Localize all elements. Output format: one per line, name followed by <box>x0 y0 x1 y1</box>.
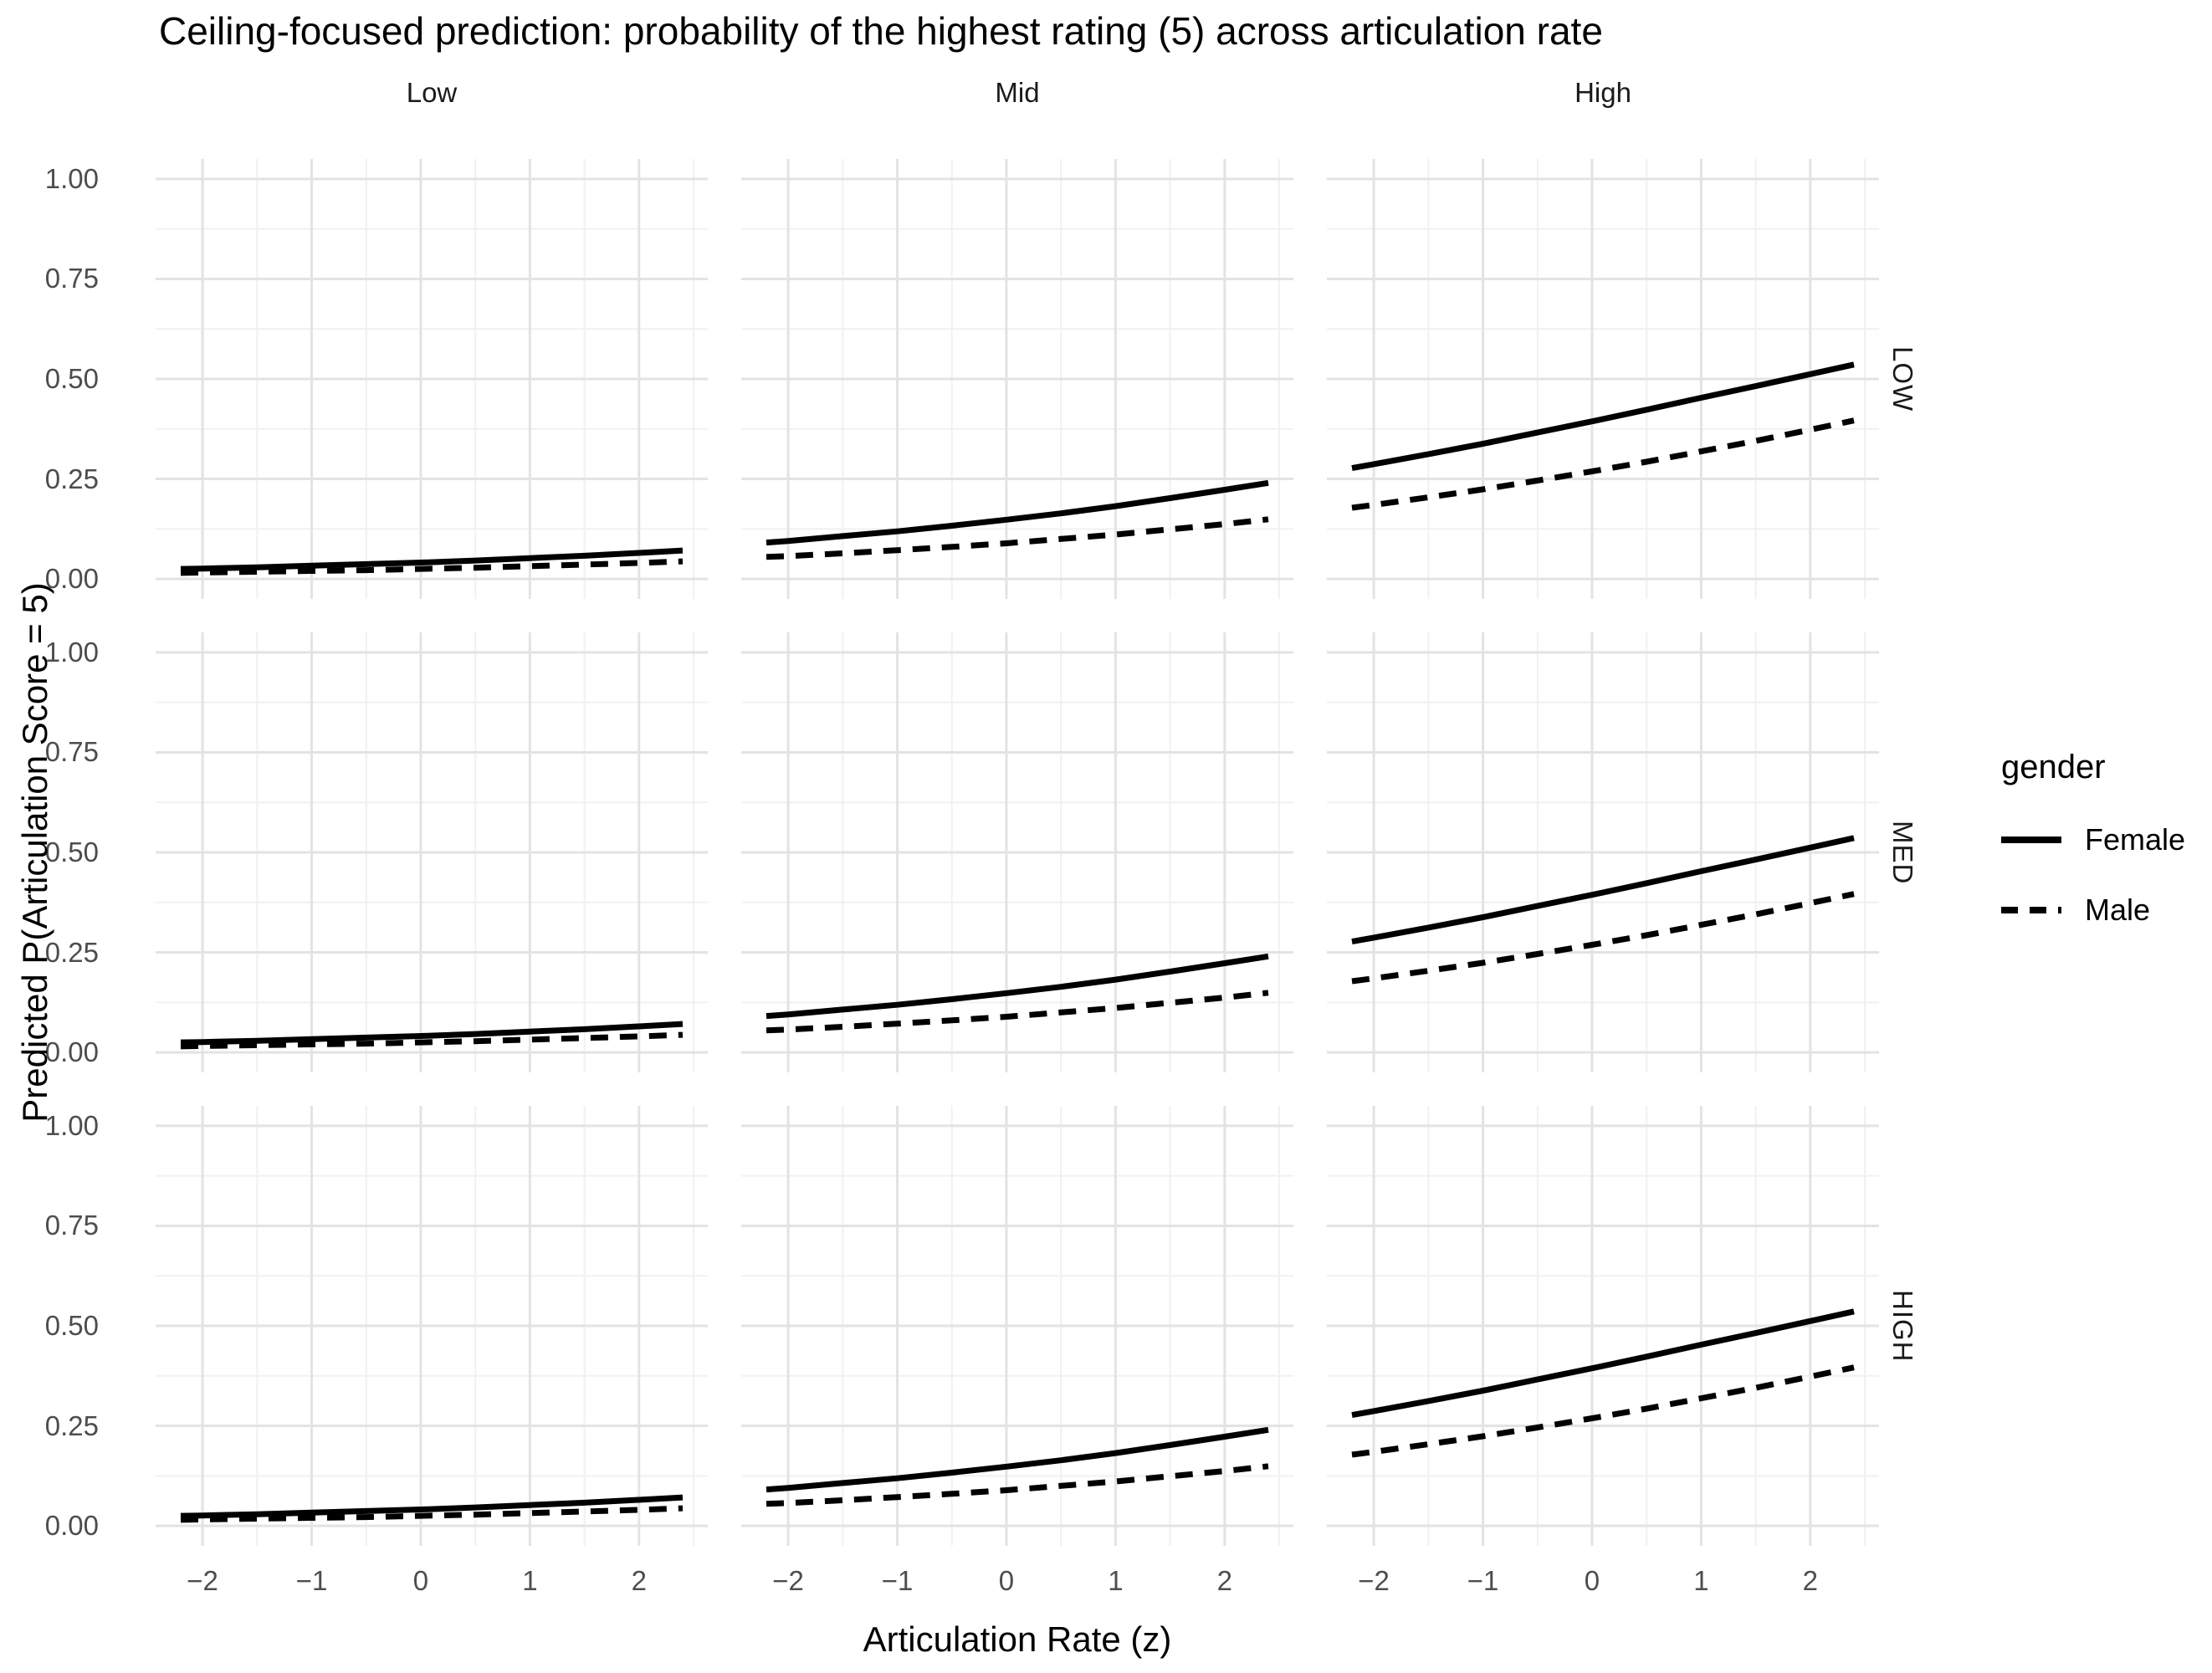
curve-high-female <box>1351 835 1855 945</box>
y-tick-label: 0.25 <box>44 1410 99 1441</box>
y-tick-label: 1.00 <box>44 162 99 194</box>
gridlines-major <box>741 159 1293 599</box>
row-facet-label-high: HIGH <box>1887 1289 1918 1363</box>
panel-high-high <box>1327 1106 1879 1546</box>
curve-mid-female <box>765 953 1269 1020</box>
gridlines-major <box>156 1106 708 1546</box>
curve-mid-male <box>765 1463 1269 1507</box>
chart-title: Ceiling-focused prediction: probability … <box>159 9 1603 53</box>
curve-low-female <box>180 547 684 572</box>
column-facet-label-high: High <box>1575 77 1631 108</box>
y-tick-label: 0.50 <box>44 1310 99 1341</box>
panel-high-low <box>156 1106 708 1546</box>
y-tick-label: 0.50 <box>44 363 99 394</box>
panel-med-low <box>156 632 708 1072</box>
x-tick-label: 1 <box>1108 1565 1124 1596</box>
y-axis-title: Predicted P(Articulation Score = 5) <box>15 582 54 1123</box>
x-tick-label: 2 <box>1216 1565 1232 1596</box>
curve-low-female <box>180 1494 684 1519</box>
solid-line-key-icon <box>2001 836 2061 843</box>
legend: gender Female Male <box>2001 749 2210 962</box>
panel-low-high <box>1327 159 1879 599</box>
curve-low-male <box>180 1505 684 1523</box>
column-facet-label-low: Low <box>406 77 458 108</box>
y-tick-label: 0.75 <box>44 1210 99 1241</box>
y-tick-label: 0.00 <box>44 1036 99 1068</box>
y-tick-label: 0.75 <box>44 736 99 768</box>
x-tick-label: −1 <box>881 1565 914 1596</box>
legend-items: Female Male <box>2001 821 2210 929</box>
curve-high-male <box>1351 1364 1855 1458</box>
gridlines-major <box>156 632 708 1072</box>
column-facet-label-mid: Mid <box>995 77 1040 108</box>
curve-high-male <box>1351 891 1855 985</box>
panel-high-mid <box>741 1106 1293 1546</box>
row-facet-label-low: LOW <box>1887 345 1918 412</box>
curve-low-female <box>180 1021 684 1046</box>
panel-low-low <box>156 159 708 599</box>
curve-low-male <box>180 1031 684 1050</box>
curve-low-male <box>180 558 684 576</box>
curve-high-female <box>1351 1308 1855 1419</box>
x-tick-label: 2 <box>1802 1565 1818 1596</box>
gridlines-major <box>156 159 708 599</box>
y-tick-label: 0.00 <box>44 563 99 595</box>
y-tick-label: 1.00 <box>44 636 99 668</box>
legend-label: Female <box>2085 822 2186 857</box>
curve-mid-male <box>765 990 1269 1034</box>
legend-item-female: Female <box>2001 821 2210 858</box>
y-tick-label: 1.00 <box>44 1109 99 1141</box>
x-tick-label: 2 <box>631 1565 647 1596</box>
x-tick-label: 0 <box>998 1565 1015 1596</box>
x-axis-title: Articulation Rate (z) <box>863 1619 1172 1659</box>
x-tick-label: 0 <box>412 1565 429 1596</box>
panel-med-mid <box>741 632 1293 1072</box>
x-tick-label: 1 <box>1693 1565 1709 1596</box>
curve-high-male <box>1351 417 1855 511</box>
y-tick-label: 0.25 <box>44 936 99 968</box>
x-tick-label: 1 <box>522 1565 538 1596</box>
row-facet-label-med: MED <box>1887 820 1918 885</box>
y-tick-label: 0.50 <box>44 836 99 867</box>
gridlines-major <box>1327 632 1879 1072</box>
y-tick-label: 0.75 <box>44 263 99 294</box>
curve-mid-female <box>765 479 1269 546</box>
gridlines-major <box>741 632 1293 1072</box>
x-tick-label: −1 <box>295 1565 328 1596</box>
x-tick-label: −2 <box>1358 1565 1390 1596</box>
curve-mid-male <box>765 516 1269 560</box>
dashed-line-key-icon <box>2001 907 2061 913</box>
legend-title: gender <box>2001 749 2106 785</box>
curve-mid-female <box>765 1426 1269 1493</box>
x-tick-label: −2 <box>772 1565 804 1596</box>
panel-med-high <box>1327 632 1879 1072</box>
legend-label: Male <box>2085 893 2151 927</box>
panel-low-mid <box>741 159 1293 599</box>
gridlines-major <box>741 1106 1293 1546</box>
x-tick-label: −1 <box>1467 1565 1499 1596</box>
x-tick-label: −2 <box>187 1565 218 1596</box>
y-tick-label: 0.25 <box>44 463 99 494</box>
legend-item-male: Male <box>2001 892 2210 929</box>
x-tick-label: 0 <box>1584 1565 1600 1596</box>
y-tick-label: 0.00 <box>44 1510 99 1542</box>
curve-high-female <box>1351 361 1855 472</box>
